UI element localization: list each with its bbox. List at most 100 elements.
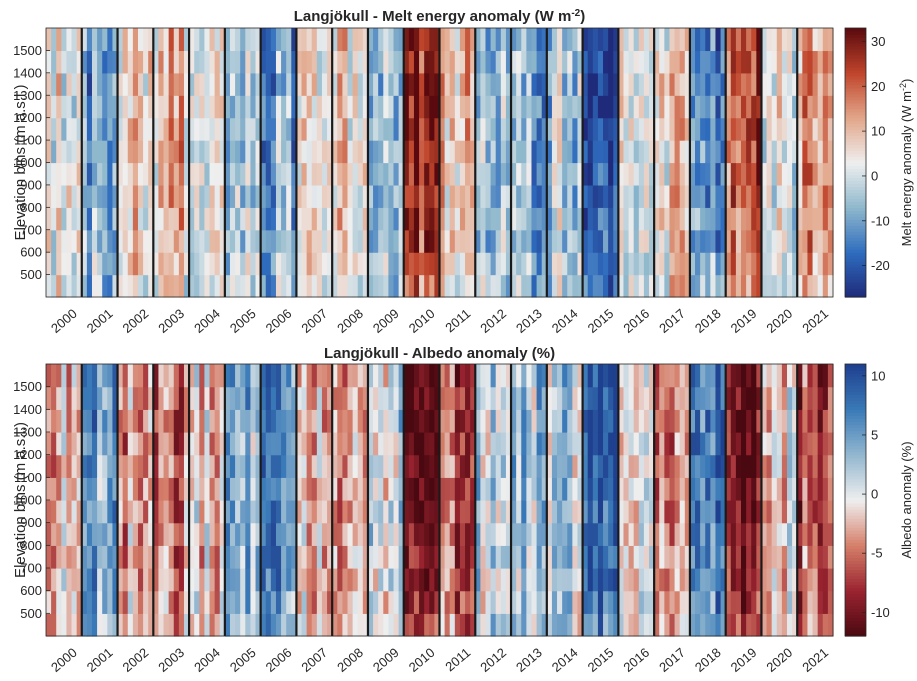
heatmap-cell — [367, 162, 374, 186]
heatmap-cell — [240, 252, 246, 276]
heatmap-cell — [465, 229, 471, 253]
heatmap-cell — [378, 50, 384, 74]
heatmap-cell — [229, 613, 236, 637]
heatmap-cell — [301, 522, 308, 546]
heatmap-cell — [286, 613, 292, 637]
heatmap-cell — [679, 522, 686, 546]
heatmap-cell — [122, 432, 129, 456]
heatmap-cell — [761, 477, 768, 501]
heatmap-cell — [500, 545, 507, 569]
heatmap-cell — [127, 184, 134, 208]
heatmap-cell — [148, 590, 154, 614]
heatmap-cell — [419, 140, 425, 164]
heatmap-cell — [91, 50, 98, 74]
heatmap-cell — [51, 409, 57, 433]
heatmap-cell — [301, 184, 308, 208]
heatmap-cell — [61, 522, 68, 546]
heatmap-cell — [398, 500, 405, 524]
heatmap-cell — [424, 140, 430, 164]
heatmap-cell — [219, 95, 226, 119]
heatmap-cell — [608, 545, 614, 569]
heatmap-cell — [219, 613, 226, 637]
heatmap-cell — [577, 162, 584, 186]
heatmap-cell — [316, 522, 323, 546]
heatmap-cell — [454, 50, 461, 74]
heatmap-cell — [771, 500, 778, 524]
heatmap-cell — [771, 117, 778, 141]
heatmap-cell — [459, 184, 466, 208]
heatmap-cell — [112, 545, 119, 569]
heatmap-cell — [654, 409, 660, 433]
heatmap-cell — [424, 613, 430, 637]
heatmap-cell — [56, 477, 62, 501]
heatmap-cell — [659, 252, 665, 276]
heatmap-cell — [700, 274, 706, 298]
heatmap-cell — [710, 184, 717, 208]
heatmap-cell — [470, 364, 476, 388]
heatmap-cell — [362, 140, 369, 164]
heatmap-cell — [240, 568, 246, 592]
heatmap-cell — [495, 545, 502, 569]
heatmap-cell — [347, 364, 354, 388]
colorbar-swatch — [845, 490, 866, 495]
heatmap-cell — [797, 364, 803, 388]
heatmap-cell — [720, 432, 727, 456]
colorbar-swatch — [845, 614, 866, 619]
heatmap-cell — [679, 432, 686, 456]
heatmap-cell — [572, 162, 579, 186]
heatmap-cell — [224, 364, 231, 388]
heatmap-cell — [603, 162, 609, 186]
heatmap-cell — [383, 184, 389, 208]
heatmap-cell — [97, 613, 103, 637]
heatmap-cell — [480, 95, 487, 119]
heatmap-cell — [613, 477, 619, 501]
heatmap-cell — [751, 162, 757, 186]
colorbar-swatch — [845, 460, 866, 465]
heatmap-cell — [270, 409, 277, 433]
heatmap-cell — [46, 184, 52, 208]
heatmap-cell — [132, 500, 139, 524]
heatmap-cell — [613, 162, 619, 186]
colorbar-swatch — [845, 451, 866, 456]
heatmap-cell — [137, 72, 144, 96]
heatmap-cell — [511, 432, 517, 456]
heatmap-cell — [465, 140, 471, 164]
heatmap-cell — [337, 590, 343, 614]
colorbar-swatch — [845, 72, 866, 77]
heatmap-cell — [587, 28, 594, 52]
colorbar-swatch — [845, 270, 866, 274]
heatmap-cell — [224, 522, 231, 546]
heatmap-cell — [434, 28, 441, 52]
heatmap-cell — [633, 568, 640, 592]
heatmap-cell — [403, 184, 410, 208]
heatmap-cell — [240, 162, 246, 186]
heatmap-cell — [470, 117, 476, 141]
heatmap-cell — [613, 568, 619, 592]
heatmap-cell — [362, 274, 369, 298]
heatmap-cell — [378, 432, 384, 456]
heatmap-cell — [787, 409, 793, 433]
heatmap-cell — [275, 613, 282, 637]
heatmap-cell — [638, 162, 645, 186]
heatmap-cell — [76, 477, 83, 501]
heatmap-cell — [306, 207, 313, 231]
heatmap-cell — [403, 545, 410, 569]
heatmap-cell — [250, 545, 257, 569]
heatmap-cell — [654, 50, 660, 74]
heatmap-cell — [654, 95, 660, 119]
heatmap-cell — [373, 409, 379, 433]
heatmap-cell — [485, 500, 492, 524]
heatmap-cell — [485, 207, 492, 231]
heatmap-cell — [797, 50, 803, 74]
heatmap-cell — [209, 229, 216, 253]
heatmap-cell — [439, 522, 446, 546]
heatmap-cell — [761, 117, 768, 141]
heatmap-cell — [137, 386, 144, 410]
colorbar-swatch — [845, 174, 866, 179]
heatmap-cell — [490, 613, 497, 637]
heatmap-cell — [56, 50, 62, 74]
heatmap-cell — [148, 522, 154, 546]
colorbar-swatch — [845, 388, 866, 392]
heatmap-cell — [214, 568, 221, 592]
heatmap-cell — [56, 454, 62, 478]
